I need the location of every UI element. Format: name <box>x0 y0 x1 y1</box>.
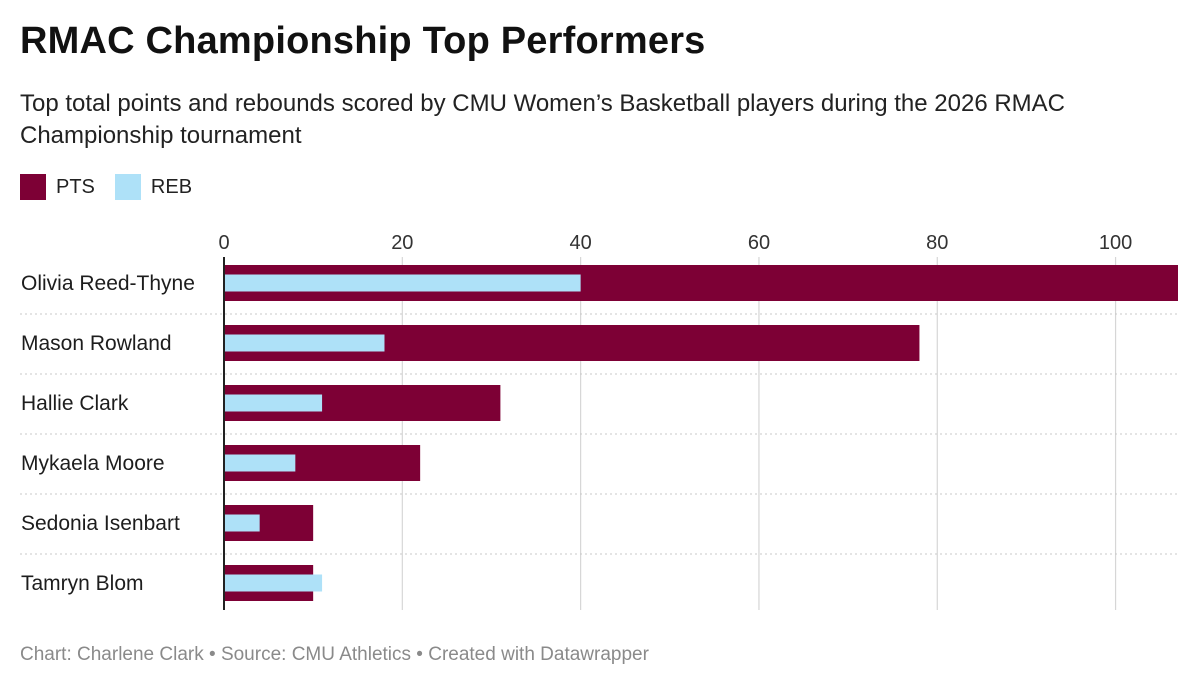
row-label: Sedonia Isenbart <box>21 512 180 535</box>
x-tick-label: 60 <box>748 232 770 254</box>
x-tick-label: 80 <box>926 232 948 254</box>
bar-reb <box>224 394 323 412</box>
chart-subtitle: Top total points and rebounds scored by … <box>20 90 1065 149</box>
bar-reb <box>224 574 323 592</box>
legend-item-reb: REB <box>114 174 193 200</box>
x-tick-label: 100 <box>1099 232 1132 254</box>
legend-swatch-reb <box>114 174 141 200</box>
x-tick-label: 0 <box>218 232 229 254</box>
x-tick-label: 40 <box>570 232 592 254</box>
bar-reb <box>224 514 260 532</box>
bar-reb <box>224 274 581 292</box>
chart-title: RMAC Championship Top Performers <box>20 20 706 62</box>
row-label: Olivia Reed-Thyne <box>21 272 195 295</box>
row-label: Hallie Clark <box>21 392 129 415</box>
legend: PTS REB <box>20 174 212 200</box>
legend-label-pts: PTS <box>56 175 95 198</box>
legend-label-reb: REB <box>150 175 193 198</box>
row-label: Tamryn Blom <box>21 572 144 595</box>
bar-chart: 0 20 40 60 80 100 Olivia Reed-Thyne Mason Rowla… <box>20 232 1178 610</box>
bar-reb <box>224 334 385 352</box>
chart-footer: Chart: Charlene Clark • Source: CMU Athl… <box>20 644 649 665</box>
legend-swatch-pts <box>20 174 46 200</box>
row-label: Mason Rowland <box>21 332 172 355</box>
row-label: Mykaela Moore <box>21 452 165 475</box>
x-tick-label: 20 <box>391 232 413 254</box>
bar-reb <box>224 454 296 472</box>
legend-item-pts: PTS <box>20 174 95 200</box>
